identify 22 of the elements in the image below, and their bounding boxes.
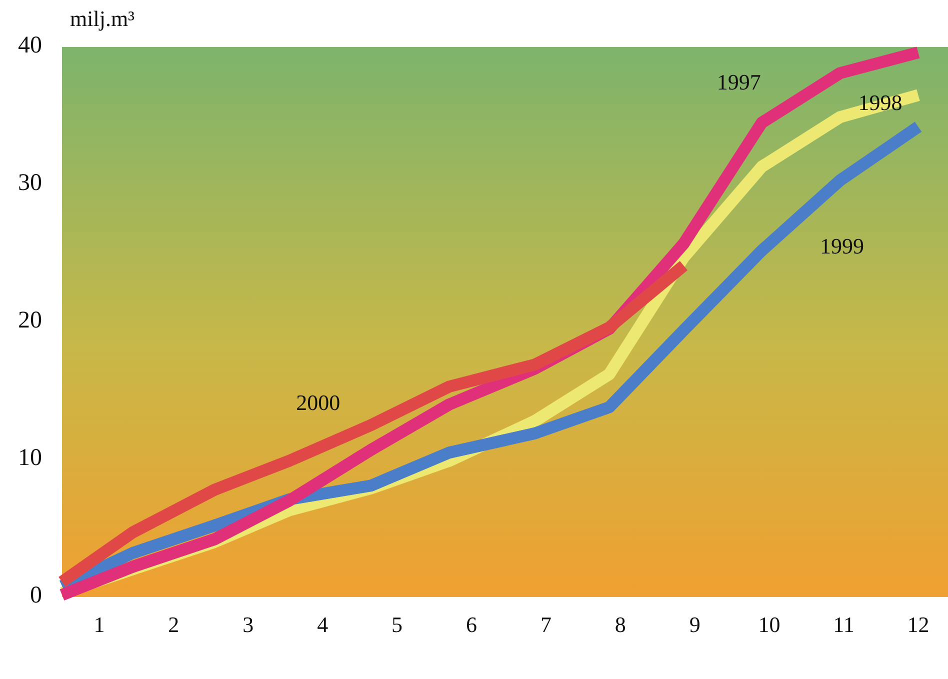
y-tick-label: 40 bbox=[18, 32, 42, 59]
x-tick-label: 10 bbox=[758, 612, 780, 638]
series-label: 2000 bbox=[296, 390, 340, 415]
y-tick-label: 20 bbox=[18, 308, 42, 334]
series-label: 1998 bbox=[858, 90, 902, 116]
x-tick-label: 1 bbox=[94, 612, 105, 638]
x-tick-label: 6 bbox=[466, 612, 477, 638]
series-label: 1997 bbox=[716, 70, 761, 95]
x-tick-label: 9 bbox=[689, 612, 700, 638]
x-tick-label: 4 bbox=[317, 612, 328, 638]
x-tick-label: 8 bbox=[614, 612, 626, 638]
x-tick-label: 11 bbox=[833, 612, 854, 638]
x-tick-label: 12 bbox=[907, 612, 930, 638]
series-label: 1999 bbox=[820, 233, 864, 258]
y-axis-title: milj.m³ bbox=[70, 6, 136, 31]
x-tick-label: 7 bbox=[540, 612, 552, 638]
y-tick-label: 0 bbox=[30, 582, 42, 609]
x-tick-label: 2 bbox=[168, 612, 180, 638]
x-tick-label: 3 bbox=[242, 612, 254, 638]
y-tick-label: 30 bbox=[18, 170, 42, 196]
x-tick-label: 5 bbox=[392, 612, 403, 638]
y-tick-label: 10 bbox=[18, 445, 42, 472]
